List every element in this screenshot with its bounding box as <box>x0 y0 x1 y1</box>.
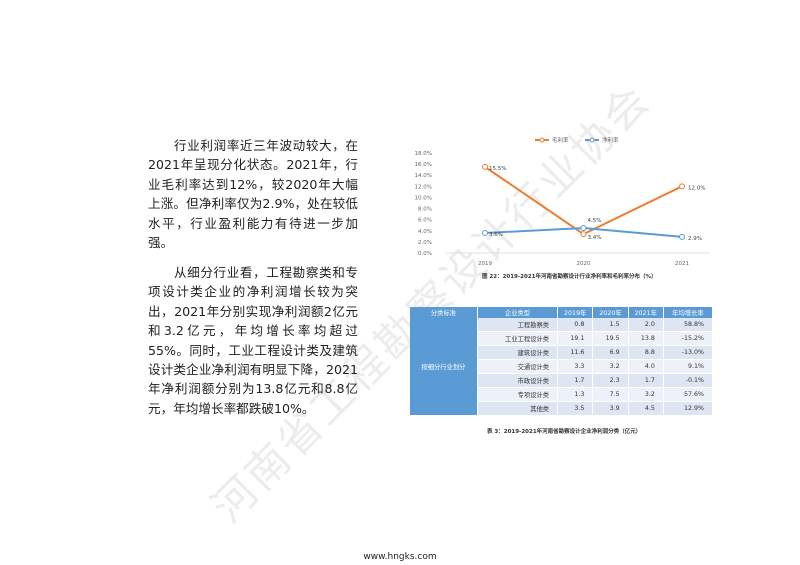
table-cell: 2.0 <box>628 318 664 333</box>
profit-table: 分类标准 企业类型 2019年 2020年 2021年 年均增长率 按细分行业划分 工程勘察… <box>410 307 714 416</box>
data-label: 15.5% <box>489 166 506 172</box>
line-chart: 0.0% 2.0% 4.0% 6.0% 8.0% 10.0% 12.0% 14.0% 16.0%… <box>415 136 710 267</box>
table-cell: 1.3 <box>557 387 594 402</box>
x-tick-label: 2021 <box>675 261 689 267</box>
table-cell: 专项设计类 <box>477 387 559 402</box>
table-cell: 19.1 <box>557 331 594 347</box>
table-cell: 12.9% <box>663 401 714 416</box>
table-row: 其他类 3.5 3.9 4.5 12.9% <box>410 401 714 416</box>
legend-marker <box>539 137 545 143</box>
data-point <box>482 230 488 236</box>
table-row: 专项设计类 1.3 7.5 3.2 57.6% <box>410 387 714 402</box>
series-line <box>484 166 683 236</box>
y-tick-label: 2.0% <box>418 240 432 246</box>
data-label: 2.9% <box>688 236 702 242</box>
data-point <box>679 233 685 240</box>
table-cell: -13.0% <box>663 345 714 361</box>
table-cell: 0.8 <box>557 318 594 333</box>
table-cell: 1.7 <box>628 373 664 388</box>
table-cell: 3.3 <box>557 359 594 375</box>
y-tick-label: 10.0% <box>415 195 432 201</box>
table-cell: 其他类 <box>477 401 559 416</box>
table-cell: 11.6 <box>557 345 594 361</box>
paragraph-1: 行业利润率近三年波动较大，在2021年呈现分化状态。2021年，行业毛利率达到1… <box>148 138 358 251</box>
footer-url: www.hngks.com <box>363 552 437 562</box>
table-cell: 4.5 <box>628 401 664 416</box>
x-tick-label: 2020 <box>577 261 591 267</box>
table-cell: 9.1% <box>663 359 714 375</box>
table-cell: 3.2 <box>628 387 664 402</box>
data-point <box>580 225 587 231</box>
table-cell: 19.5 <box>592 331 629 347</box>
data-label: 4.5% <box>588 218 602 224</box>
table-cell: 3.9 <box>592 401 629 416</box>
y-tick-label: 8.0% <box>418 207 432 213</box>
legend-label: 净利率 <box>602 136 619 144</box>
x-tick-label: 2019 <box>478 261 492 267</box>
table-header: 分类标准 <box>410 307 478 318</box>
data-point <box>679 183 685 190</box>
data-point <box>580 231 587 238</box>
legend-label: 毛利率 <box>552 136 569 144</box>
table-header: 2021年 <box>628 307 664 318</box>
data-label: 12.0% <box>688 185 705 191</box>
y-tick-label: 6.0% <box>418 218 432 224</box>
group-cell: 按细分行业划分 <box>410 318 478 416</box>
chart-caption: 图 22：2019-2021年河南省勘察设计行业净利率和毛利率分布（%） <box>482 274 657 280</box>
table-cell: 工业工程设计类 <box>477 331 559 347</box>
legend-marker <box>589 137 595 143</box>
table-cell: 建筑设计类 <box>477 345 559 361</box>
y-tick-label: 16.0% <box>415 162 432 168</box>
table-row: 工业工程设计类 19.1 19.5 13.8 -15.2% <box>410 331 714 347</box>
table-cell: 8.8 <box>628 345 664 361</box>
table-cell: -0.1% <box>663 373 714 388</box>
table-header: 2019年 <box>557 307 594 318</box>
table-cell: 工程勘察类 <box>477 318 559 333</box>
table-cell: 6.9 <box>592 345 629 361</box>
table-cell: -15.2% <box>663 331 714 347</box>
table-cell: 57.6% <box>663 387 714 402</box>
data-label: 3.6% <box>489 232 503 238</box>
table-cell: 13.8 <box>628 331 664 347</box>
table-header: 2020年 <box>592 307 629 318</box>
y-tick-label: 0.0% <box>418 251 432 257</box>
table-cell: 3.5 <box>557 401 594 416</box>
table-cell: 1.5 <box>592 318 629 333</box>
table-row: 交通设计类 3.3 3.2 4.0 9.1% <box>410 359 714 375</box>
table-row: 按细分行业划分 工程勘察类 0.8 1.5 2.0 58.8% <box>410 318 714 416</box>
data-label: 3.4% <box>588 235 602 241</box>
table-caption: 表 3：2019-2021年河南省勘察设计企业净利润分类（亿元） <box>487 429 642 435</box>
y-tick-label: 14.0% <box>415 173 432 179</box>
y-tick-label: 4.0% <box>418 229 432 235</box>
table-cell: 7.5 <box>592 387 629 402</box>
table-header: 企业类型 <box>477 307 559 318</box>
paragraph-2: 从细分行业看，工程勘察类和专项设计类企业的净利润增长较为突出，2021年分别实现… <box>148 265 358 416</box>
table-cell: 市政设计类 <box>477 373 559 388</box>
table-cell: 交通设计类 <box>477 359 559 375</box>
data-point <box>482 163 488 170</box>
table-cell: 1.7 <box>557 373 594 388</box>
y-tick-label: 18.0% <box>415 151 432 157</box>
table-cell: 3.2 <box>592 359 629 375</box>
table-header: 年均增长率 <box>663 307 714 318</box>
table-cell: 4.0 <box>628 359 664 375</box>
table-cell: 2.3 <box>592 373 629 388</box>
y-tick-label: 12.0% <box>415 184 432 190</box>
table-row: 市政设计类 1.7 2.3 1.7 -0.1% <box>410 373 714 388</box>
table-cell: 58.8% <box>663 318 714 333</box>
table-row: 建筑设计类 11.6 6.9 8.8 -13.0% <box>410 345 714 361</box>
